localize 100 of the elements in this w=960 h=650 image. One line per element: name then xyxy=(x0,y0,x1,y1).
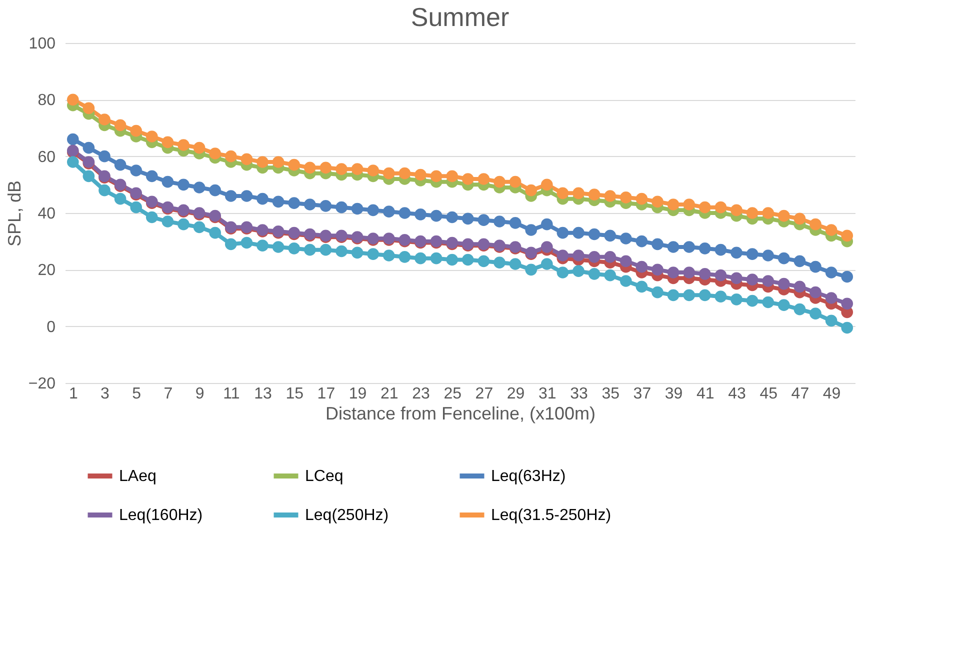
point xyxy=(146,211,158,224)
point xyxy=(825,266,838,278)
point xyxy=(762,250,774,262)
point xyxy=(636,280,648,293)
point xyxy=(794,212,806,225)
x-tick-label: 5 xyxy=(132,386,142,402)
point xyxy=(730,204,742,216)
point xyxy=(478,214,490,226)
point xyxy=(652,264,664,276)
point xyxy=(698,242,711,254)
point xyxy=(114,119,126,132)
point xyxy=(683,241,696,253)
point xyxy=(540,241,553,253)
point xyxy=(794,255,806,268)
point xyxy=(636,192,648,205)
point xyxy=(810,260,822,273)
legend-label: Leq(31.5-250Hz) xyxy=(491,507,612,524)
point xyxy=(509,176,522,188)
y-axis-title: SPL, dB xyxy=(4,180,24,247)
point xyxy=(652,238,664,250)
point xyxy=(288,197,300,209)
point xyxy=(272,241,284,253)
point xyxy=(572,187,584,200)
point xyxy=(240,236,253,249)
x-tick-label: 25 xyxy=(444,386,462,402)
point xyxy=(620,255,632,268)
point xyxy=(588,251,600,263)
point xyxy=(540,258,553,270)
point xyxy=(652,196,664,208)
point xyxy=(620,192,632,204)
y-tick-label: 20 xyxy=(38,262,56,280)
point xyxy=(414,168,426,181)
point xyxy=(604,230,616,242)
legend-label: Leq(160Hz) xyxy=(119,507,203,524)
point xyxy=(288,242,300,254)
x-axis-title: Distance from Fenceline, (x100m) xyxy=(325,404,596,424)
point xyxy=(66,94,79,106)
point xyxy=(540,178,553,191)
point xyxy=(652,286,664,298)
point xyxy=(841,230,854,242)
point xyxy=(478,255,490,268)
point xyxy=(98,184,110,196)
point xyxy=(810,218,822,230)
point xyxy=(794,303,806,316)
point xyxy=(320,200,332,212)
point xyxy=(351,163,364,175)
point xyxy=(162,136,174,148)
x-tick-label: 29 xyxy=(506,386,525,402)
y-tick-label: 80 xyxy=(38,92,56,110)
x-tick-label: 33 xyxy=(570,386,588,402)
point xyxy=(430,252,442,264)
point xyxy=(382,206,395,218)
point xyxy=(367,164,380,176)
x-tick-label: 43 xyxy=(728,386,746,402)
point xyxy=(478,173,490,185)
point xyxy=(667,198,680,210)
point xyxy=(525,264,538,276)
x-tick-label: 21 xyxy=(380,386,398,402)
x-tick-label: 13 xyxy=(254,386,272,402)
point xyxy=(778,278,790,290)
point xyxy=(746,294,758,307)
point xyxy=(636,260,648,273)
point xyxy=(98,150,110,162)
x-tick-label: 23 xyxy=(412,386,430,402)
point xyxy=(114,192,126,205)
point xyxy=(841,270,854,283)
point xyxy=(714,269,727,282)
point xyxy=(762,296,774,308)
point xyxy=(114,158,126,171)
point xyxy=(588,268,600,280)
point xyxy=(494,176,506,188)
point xyxy=(224,150,237,162)
point xyxy=(162,176,174,188)
point xyxy=(556,266,569,278)
x-tick-label: 27 xyxy=(475,386,494,402)
point xyxy=(304,162,316,174)
x-tick-label: 11 xyxy=(223,386,240,402)
point xyxy=(351,246,364,259)
point xyxy=(320,162,332,174)
point xyxy=(446,211,458,224)
point xyxy=(746,248,758,260)
point xyxy=(304,198,316,210)
point xyxy=(398,207,411,219)
point xyxy=(762,207,774,219)
point xyxy=(494,256,506,268)
point xyxy=(209,184,222,196)
x-tick-label: 45 xyxy=(760,386,778,402)
point xyxy=(604,269,616,282)
point xyxy=(66,133,79,146)
point xyxy=(714,290,727,302)
point xyxy=(810,308,822,320)
chart-title: Summer xyxy=(410,2,510,32)
x-tick-label: 31 xyxy=(538,386,556,402)
point xyxy=(351,202,364,215)
point xyxy=(209,226,222,239)
point xyxy=(382,250,395,262)
point xyxy=(336,245,348,258)
x-tick-label: 37 xyxy=(633,386,652,402)
point xyxy=(683,198,696,210)
point xyxy=(572,250,584,262)
